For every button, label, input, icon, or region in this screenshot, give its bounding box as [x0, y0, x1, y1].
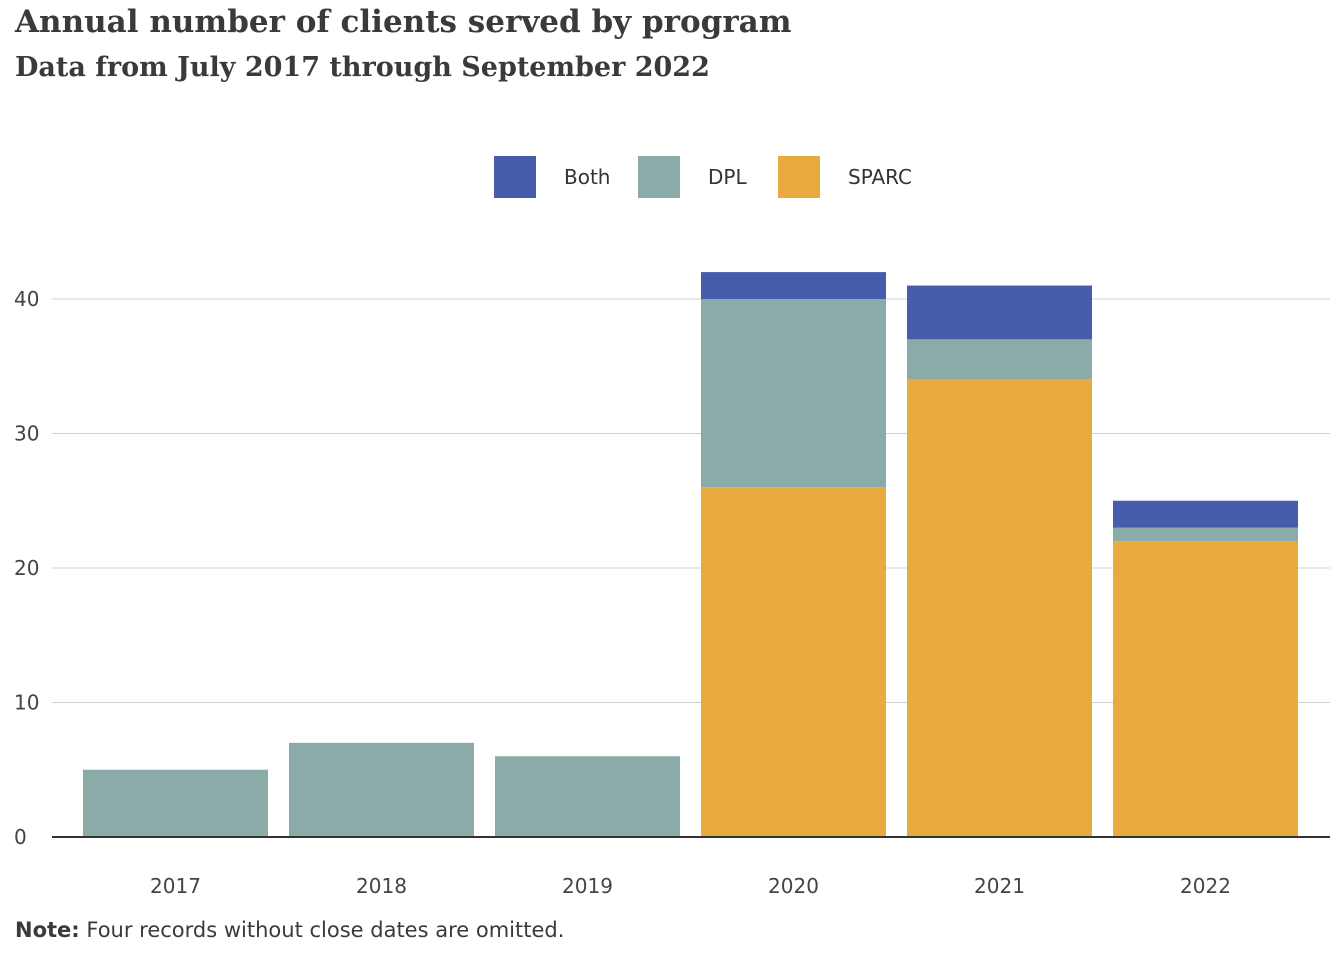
x-tick-label-2017: 2017: [150, 874, 201, 898]
bar-both-2021: [907, 285, 1092, 340]
bar-both-2022: [1113, 500, 1298, 528]
y-tick-label-30: 30: [14, 422, 39, 446]
legend-label-both: Both: [564, 165, 611, 189]
legend-label-sparc: SPARC: [848, 165, 913, 189]
chart-legend: Both DPL SPARC: [0, 156, 1344, 198]
y-tick-label-10: 10: [14, 691, 39, 715]
bar-dpl-2021: [907, 339, 1092, 380]
x-tick-label-2021: 2021: [974, 874, 1025, 898]
legend-label-dpl: DPL: [708, 165, 747, 189]
bar-both-2020: [701, 272, 886, 299]
chart-note: Note: Four records without close dates a…: [15, 918, 564, 942]
legend-swatch-both: [494, 156, 536, 198]
x-tick-label-2018: 2018: [356, 874, 407, 898]
bar-dpl-2020: [701, 299, 886, 488]
chart-subtitle: Data from July 2017 through September 20…: [15, 52, 710, 83]
bar-dpl-2018: [289, 742, 474, 837]
bar-dpl-2022: [1113, 527, 1298, 542]
chart-title: Annual number of clients served by progr…: [15, 4, 792, 40]
x-tick-label-2020: 2020: [768, 874, 819, 898]
x-tick-label-2019: 2019: [562, 874, 613, 898]
bar-dpl-2017: [83, 769, 268, 837]
legend-item-both: Both: [494, 156, 610, 198]
y-tick-label-20: 20: [14, 556, 39, 580]
bar-sparc-2022: [1113, 541, 1298, 837]
y-tick-label-0: 0: [14, 825, 27, 849]
axes: 0 10 20 30 40 2017 2018 2019 2020 2021 2022: [14, 287, 1330, 898]
x-tick-label-2022: 2022: [1180, 874, 1231, 898]
note-text: Four records without close dates are omi…: [79, 918, 565, 942]
bar-sparc-2021: [907, 379, 1092, 837]
legend-swatch-sparc: [778, 156, 820, 198]
y-tick-label-40: 40: [14, 287, 39, 311]
legend-item-sparc: SPARC: [778, 156, 912, 198]
legend-item-dpl: DPL: [638, 156, 747, 198]
legend-swatch-dpl: [638, 156, 680, 198]
note-label: Note:: [15, 918, 80, 942]
bar-dpl-2019: [495, 756, 680, 837]
bars: [83, 272, 1298, 837]
bar-sparc-2020: [701, 487, 886, 837]
